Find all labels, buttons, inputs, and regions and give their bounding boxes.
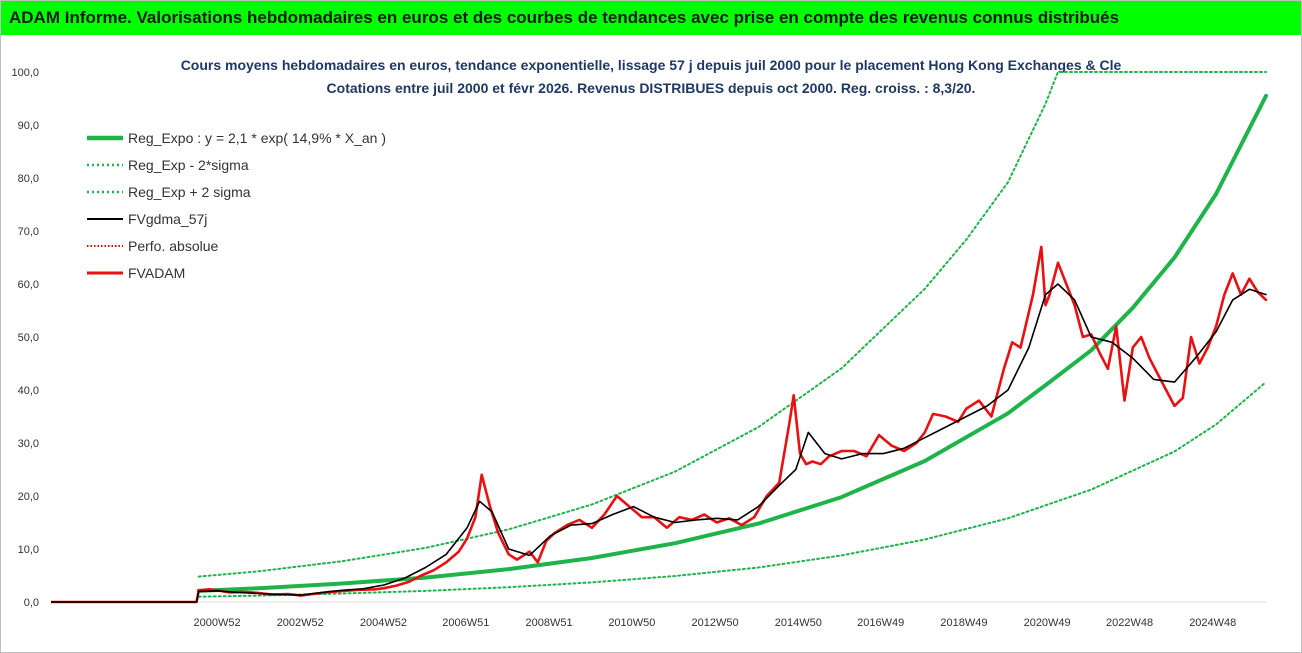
chart-title-block: Cours moyens hebdomadaires en euros, ten… [101,54,1201,100]
y-tick-label: 0,0 [24,597,39,609]
legend-label: Reg_Exp + 2 sigma [128,184,251,200]
y-tick-label: 10,0 [18,544,39,556]
x-tick-label: 2010W50 [608,617,655,629]
x-tick-label: 2022W48 [1106,617,1153,629]
header-banner: ADAM Informe. Valorisations hebdomadaire… [1,1,1301,35]
legend-label: Reg_Exp - 2*sigma [128,157,249,173]
legend-label: Perfo. absolue [128,238,218,254]
page-title: ADAM Informe. Valorisations hebdomadaire… [9,8,1120,27]
x-tick-label: 2018W49 [940,617,987,629]
x-tick-label: 2004W52 [360,617,407,629]
series-line-5 [51,245,1268,604]
x-axis: 2000W52 2002W52 2004W52 2006W51 2008W51 2010W… [51,601,1266,629]
chart-subtitle: Cotations entre juil 2000 et févr 2026. … [326,80,976,96]
y-tick-label: 70,0 [18,226,39,238]
series-line-1 [197,381,1267,598]
x-tick-label: 2008W51 [526,617,573,629]
x-tick-label: 2012W50 [692,617,739,629]
x-tick-label: 2020W49 [1024,617,1071,629]
legend-label: FVADAM [128,265,185,281]
series-line-2 [197,71,1267,578]
series-line-0 [196,93,1268,593]
x-tick-label: 2024W48 [1189,617,1236,629]
x-tick-label: 2016W49 [857,617,904,629]
x-tick-label: 2000W52 [193,617,240,629]
y-tick-label: 50,0 [18,332,39,344]
y-tick-label: 20,0 [18,491,39,503]
y-axis: 0,0 10,0 20,0 30,0 40,0 50,0 60,0 70,0 80,0 90,0 1… [11,67,39,609]
y-tick-label: 30,0 [18,438,39,450]
legend-label: Reg_Expo : y = 2,1 * exp( 14,9% * X_an ) [128,130,386,146]
x-tick-label: 2014W50 [775,617,822,629]
y-tick-label: 80,0 [18,173,39,185]
y-tick-label: 100,0 [11,67,39,79]
series-line-3 [51,283,1267,603]
x-tick-label: 2002W52 [277,617,324,629]
y-tick-label: 40,0 [18,385,39,397]
y-tick-label: 90,0 [18,120,39,132]
chart-title: Cours moyens hebdomadaires en euros, ten… [180,57,1122,73]
legend-label: FVgdma_57j [128,211,207,227]
legend: Reg_Expo : y = 2,1 * exp( 14,9% * X_an )… [87,130,386,281]
series-layer [51,71,1268,604]
y-tick-label: 60,0 [18,279,39,291]
x-tick-label: 2006W51 [442,617,489,629]
